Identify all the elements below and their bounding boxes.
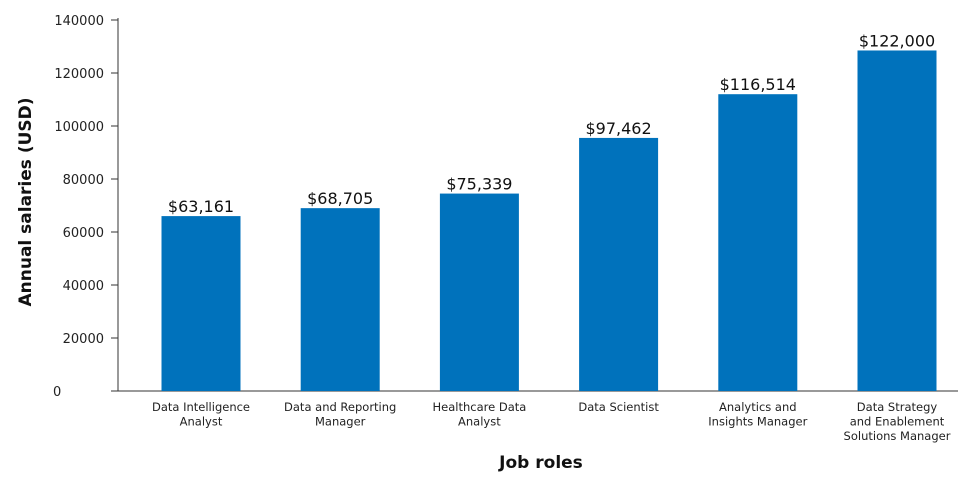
category-label-line: Insights Manager — [708, 415, 807, 429]
y-tick-label: 20000 — [63, 332, 104, 347]
bar — [579, 137, 659, 391]
y-tick-label: 140000 — [54, 14, 104, 29]
data-label: $63,161 — [168, 197, 234, 216]
category-label: Data and Reporting Manager — [284, 400, 396, 429]
y-tick-label: 120000 — [54, 67, 104, 82]
y-tick-label: 0 — [53, 385, 61, 400]
y-tick-label: 40000 — [63, 279, 104, 294]
bar — [161, 216, 241, 391]
data-labels: $63,161 $68,705 $75,339 $97,462 $116,514 $122… — [168, 31, 935, 216]
category-label: Healthcare Data Analyst — [433, 400, 527, 429]
y-tick-label: 80000 — [63, 173, 104, 188]
data-label: $75,339 — [446, 175, 512, 194]
y-axis: 0 20000 40000 60000 80000 100000 120000 140000 — [53, 14, 119, 400]
bar — [857, 50, 937, 391]
bar — [718, 94, 798, 391]
category-label-line: Analytics and — [719, 400, 797, 414]
x-axis-title: Job roles — [498, 453, 583, 473]
category-label-line: and Enablement — [850, 415, 945, 429]
bar — [439, 193, 519, 391]
category-label: Data Scientist — [578, 400, 659, 414]
bar — [300, 208, 380, 391]
data-label: $97,462 — [586, 119, 652, 138]
category-label-line: Healthcare Data — [433, 400, 527, 414]
category-label-line: Data Scientist — [578, 400, 659, 414]
category-label: Analytics and Insights Manager — [708, 400, 807, 429]
data-label: $122,000 — [859, 31, 935, 50]
bars — [161, 50, 937, 391]
category-label-line: Analyst — [180, 415, 223, 429]
y-axis-title: Annual salaries (USD) — [16, 97, 36, 306]
category-label: Data Intelligence Analyst — [152, 400, 250, 429]
category-label-line: Data and Reporting — [284, 400, 396, 414]
y-tick-label: 60000 — [63, 226, 104, 241]
category-label: Data Strategy and Enablement Solutions Man… — [844, 400, 951, 443]
category-label-line: Solutions Manager — [844, 429, 951, 443]
category-label-line: Manager — [315, 415, 366, 429]
data-label: $68,705 — [307, 189, 373, 208]
category-label-line: Analyst — [458, 415, 501, 429]
category-label-line: Data Strategy — [857, 400, 938, 414]
data-label: $116,514 — [720, 75, 796, 94]
category-label-line: Data Intelligence — [152, 400, 250, 414]
y-tick-label: 100000 — [54, 120, 104, 135]
